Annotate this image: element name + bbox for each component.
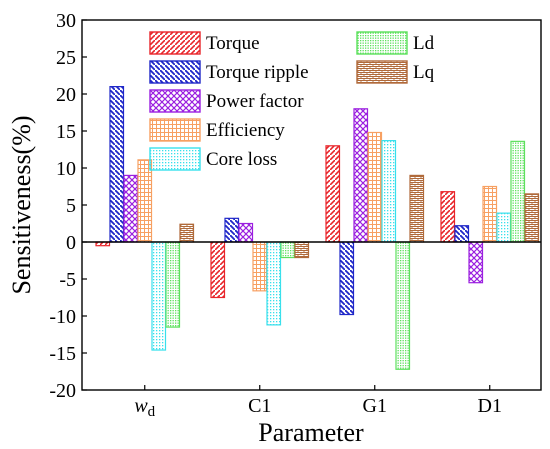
x-axis: wd C1 G1 D1 bbox=[134, 385, 502, 420]
y-tick-label: -20 bbox=[49, 380, 76, 402]
legend-label: Efficiency bbox=[206, 120, 285, 141]
bar-ld-2 bbox=[395, 241, 411, 370]
x-tick-label: C1 bbox=[248, 395, 271, 417]
legend-swatch bbox=[356, 60, 408, 84]
bar-torque-ripple-1 bbox=[224, 217, 240, 243]
bar-ld-0 bbox=[165, 241, 181, 328]
bar-core-loss-2 bbox=[381, 140, 397, 243]
bar-torque-ripple-3 bbox=[454, 225, 470, 243]
y-tick-label: 5 bbox=[66, 195, 76, 217]
y-axis: -20 -15 -10 -5 0 5 10 15 20 25 30 bbox=[49, 10, 87, 402]
bar-torque-ripple-2 bbox=[339, 241, 355, 316]
bar-lq-2 bbox=[409, 174, 425, 243]
y-axis-title: Sensitiveness(%) bbox=[7, 115, 36, 294]
bar-torque-3 bbox=[440, 191, 456, 243]
bar-ld-1 bbox=[280, 241, 296, 259]
bar-lq-1 bbox=[294, 241, 310, 259]
legend-swatch bbox=[149, 89, 201, 113]
x-tick-label: wd bbox=[134, 395, 155, 420]
y-tick-label: 20 bbox=[56, 84, 76, 106]
x-tick-label: G1 bbox=[363, 395, 387, 417]
legend-label: Torque bbox=[206, 33, 260, 54]
bar-power-factor-3 bbox=[468, 241, 484, 284]
legend-label: Power factor bbox=[206, 91, 304, 112]
legend-label: Core loss bbox=[206, 149, 277, 170]
y-tick-label: 0 bbox=[66, 232, 76, 254]
y-tick-label: 15 bbox=[56, 121, 76, 143]
bar-power-factor-2 bbox=[353, 108, 369, 243]
bar-power-factor-1 bbox=[238, 222, 254, 243]
bar-lq-0 bbox=[179, 223, 195, 243]
legend-label: Ld bbox=[413, 33, 435, 54]
x-tick-label: D1 bbox=[478, 395, 502, 417]
legend-swatch bbox=[149, 31, 201, 55]
bar-torque-ripple-0 bbox=[109, 85, 125, 243]
legend: Torque Torque ripple Power factor Efficienc… bbox=[149, 31, 435, 171]
legend-swatch bbox=[149, 147, 201, 171]
y-tick-label: -15 bbox=[49, 343, 76, 365]
legend-label: Lq bbox=[413, 62, 435, 83]
bar-power-factor-0 bbox=[123, 174, 139, 243]
bar-core-loss-1 bbox=[266, 241, 282, 326]
bar-torque-2 bbox=[325, 145, 341, 243]
bar-torque-1 bbox=[210, 241, 226, 299]
bar-core-loss-3 bbox=[496, 212, 512, 243]
y-tick-label: 10 bbox=[56, 158, 76, 180]
x-axis-title: Parameter bbox=[258, 418, 364, 447]
bar-core-loss-0 bbox=[151, 241, 167, 351]
bars-group bbox=[95, 85, 540, 370]
legend-swatch bbox=[149, 118, 201, 142]
y-tick-label: 25 bbox=[56, 47, 76, 69]
bar-ld-3 bbox=[510, 140, 526, 243]
legend-label: Torque ripple bbox=[206, 62, 309, 83]
bar-efficiency-3 bbox=[482, 185, 498, 243]
legend-swatch bbox=[149, 60, 201, 84]
bar-efficiency-0 bbox=[137, 159, 153, 243]
y-tick-label: -5 bbox=[59, 269, 76, 291]
bar-lq-3 bbox=[524, 193, 540, 243]
bar-efficiency-2 bbox=[367, 131, 383, 243]
y-tick-label: -10 bbox=[49, 306, 76, 328]
bar-efficiency-1 bbox=[252, 241, 268, 292]
legend-swatch bbox=[356, 31, 408, 55]
y-tick-label: 30 bbox=[56, 10, 76, 32]
